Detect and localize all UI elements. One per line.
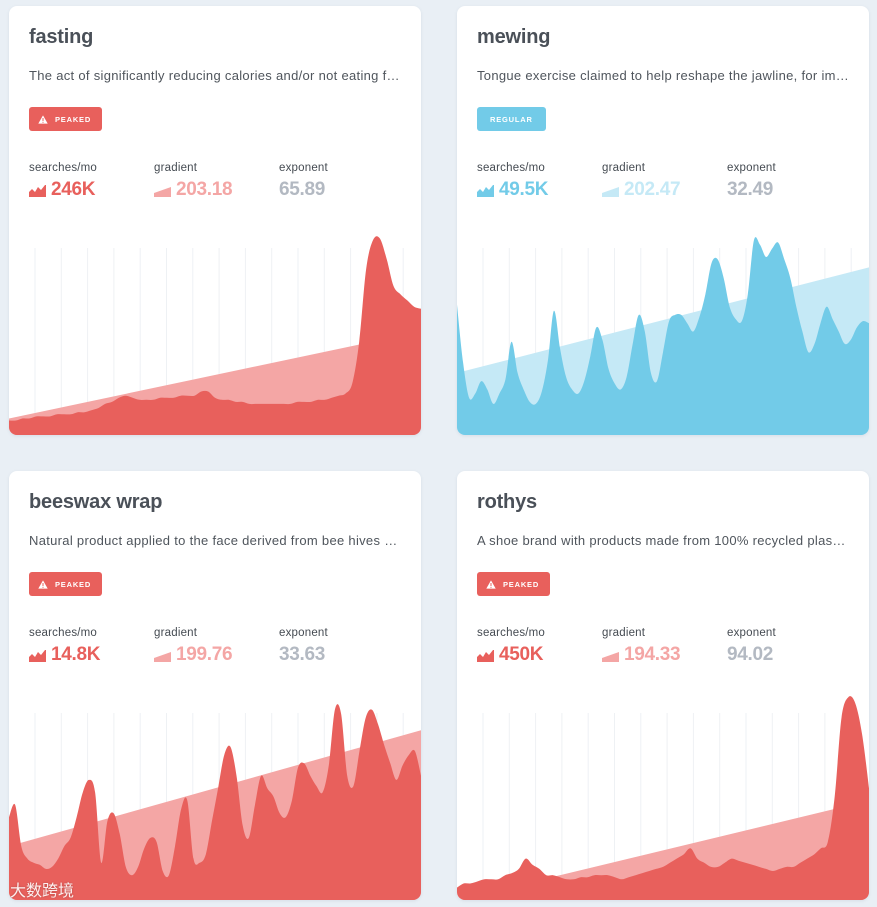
trend-card-fasting[interactable]: fasting The act of significantly reducin… <box>9 6 421 435</box>
gradient-label: gradient <box>602 162 646 174</box>
status-text: PEAKED <box>55 114 92 124</box>
exponent-value: 94.02 <box>727 644 774 665</box>
warning-icon <box>486 579 496 589</box>
gradient-icon <box>602 651 619 662</box>
card-title[interactable]: rothys <box>477 491 537 513</box>
card-description: Natural product applied to the face deri… <box>29 533 401 548</box>
gradient-icon <box>154 651 171 662</box>
searches-value: 49.5K <box>499 179 549 200</box>
trend-chart[interactable] <box>9 228 421 435</box>
exponent-value: 33.63 <box>279 644 326 665</box>
trend-chart[interactable] <box>457 228 869 435</box>
gradient-label: gradient <box>602 627 646 639</box>
exponent-stat: exponent 33.63 <box>279 627 328 666</box>
searches-value: 14.8K <box>51 644 101 665</box>
card-title[interactable]: fasting <box>29 26 94 48</box>
warning-icon <box>38 579 48 589</box>
gradient-value: 199.76 <box>176 644 233 665</box>
exponent-stat: exponent 94.02 <box>727 627 776 666</box>
exponent-label: exponent <box>727 627 776 639</box>
exponent-label: exponent <box>279 162 328 174</box>
card-description: Tongue exercise claimed to help reshape … <box>477 68 849 83</box>
card-title[interactable]: mewing <box>477 26 551 48</box>
card-description: The act of significantly reducing calori… <box>29 68 401 83</box>
exponent-stat: exponent 32.49 <box>727 162 776 201</box>
search-volume-area <box>457 696 869 900</box>
exponent-label: exponent <box>727 162 776 174</box>
volume-chart-icon <box>29 184 46 197</box>
trend-chart[interactable] <box>9 693 421 900</box>
searches-label: searches/mo <box>477 162 546 174</box>
status-text: PEAKED <box>55 579 92 589</box>
status-text: REGULAR <box>490 114 533 124</box>
exponent-stat: exponent 65.89 <box>279 162 328 201</box>
trend-card-rothys[interactable]: rothys A shoe brand with products made f… <box>457 471 869 900</box>
exponent-value: 32.49 <box>727 179 774 200</box>
volume-chart-icon <box>29 649 46 662</box>
gradient-value: 194.33 <box>624 644 681 665</box>
status-badge: REGULAR <box>477 107 546 131</box>
exponent-value: 65.89 <box>279 179 326 200</box>
searches-value: 246K <box>51 179 96 200</box>
gradient-icon <box>154 186 171 197</box>
searches-stat: searches/mo 450K <box>477 627 545 666</box>
status-badge: PEAKED <box>477 572 551 596</box>
searches-label: searches/mo <box>477 627 546 639</box>
gradient-label: gradient <box>154 627 198 639</box>
gradient-stat: gradient 199.76 <box>154 627 233 666</box>
exponent-label: exponent <box>279 627 328 639</box>
searches-value: 450K <box>499 644 544 665</box>
trend-card-beeswax-wrap[interactable]: beeswax wrap Natural product applied to … <box>9 471 421 900</box>
search-volume-area <box>9 236 421 435</box>
searches-stat: searches/mo 49.5K <box>477 162 549 201</box>
trend-chart[interactable] <box>457 693 869 900</box>
warning-icon <box>38 114 48 124</box>
watermark-logo: 大数跨境 <box>10 881 75 900</box>
status-text: PEAKED <box>503 579 540 589</box>
searches-stat: searches/mo 14.8K <box>29 627 101 666</box>
search-volume-area <box>457 237 869 435</box>
search-volume-area <box>9 704 421 900</box>
gradient-label: gradient <box>154 162 198 174</box>
trend-card-mewing[interactable]: mewing Tongue exercise claimed to help r… <box>457 6 869 435</box>
volume-chart-icon <box>477 649 494 662</box>
gradient-stat: gradient 202.47 <box>602 162 681 201</box>
gradient-icon <box>602 186 619 197</box>
gradient-value: 203.18 <box>176 179 233 200</box>
volume-chart-icon <box>477 184 494 197</box>
searches-stat: searches/mo 246K <box>29 162 97 201</box>
gradient-stat: gradient 194.33 <box>602 627 681 666</box>
card-title[interactable]: beeswax wrap <box>29 491 163 513</box>
gradient-stat: gradient 203.18 <box>154 162 233 201</box>
card-description: A shoe brand with products made from 100… <box>477 533 849 548</box>
searches-label: searches/mo <box>29 162 98 174</box>
gradient-value: 202.47 <box>624 179 681 200</box>
status-badge: PEAKED <box>29 572 103 596</box>
status-badge: PEAKED <box>29 107 103 131</box>
searches-label: searches/mo <box>29 627 98 639</box>
